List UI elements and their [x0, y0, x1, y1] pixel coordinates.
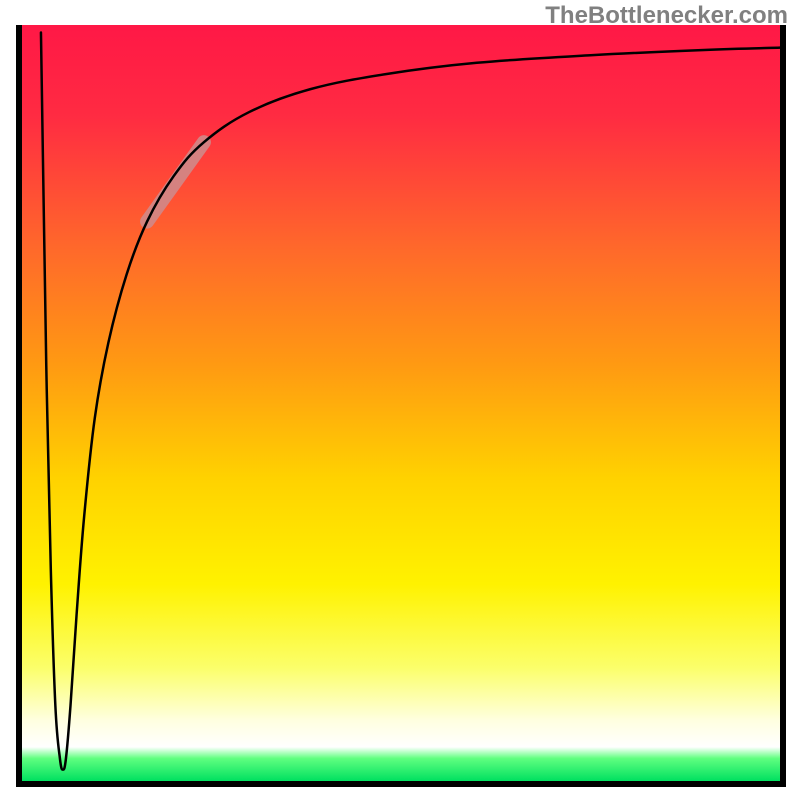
- plot-area: [22, 25, 780, 781]
- right-axis-border: [780, 25, 786, 781]
- y-axis-border: [16, 25, 22, 781]
- x-axis-border: [16, 781, 786, 787]
- chart-container: TheBottlenecker.com: [0, 0, 800, 800]
- watermark-text: TheBottlenecker.com: [545, 2, 788, 30]
